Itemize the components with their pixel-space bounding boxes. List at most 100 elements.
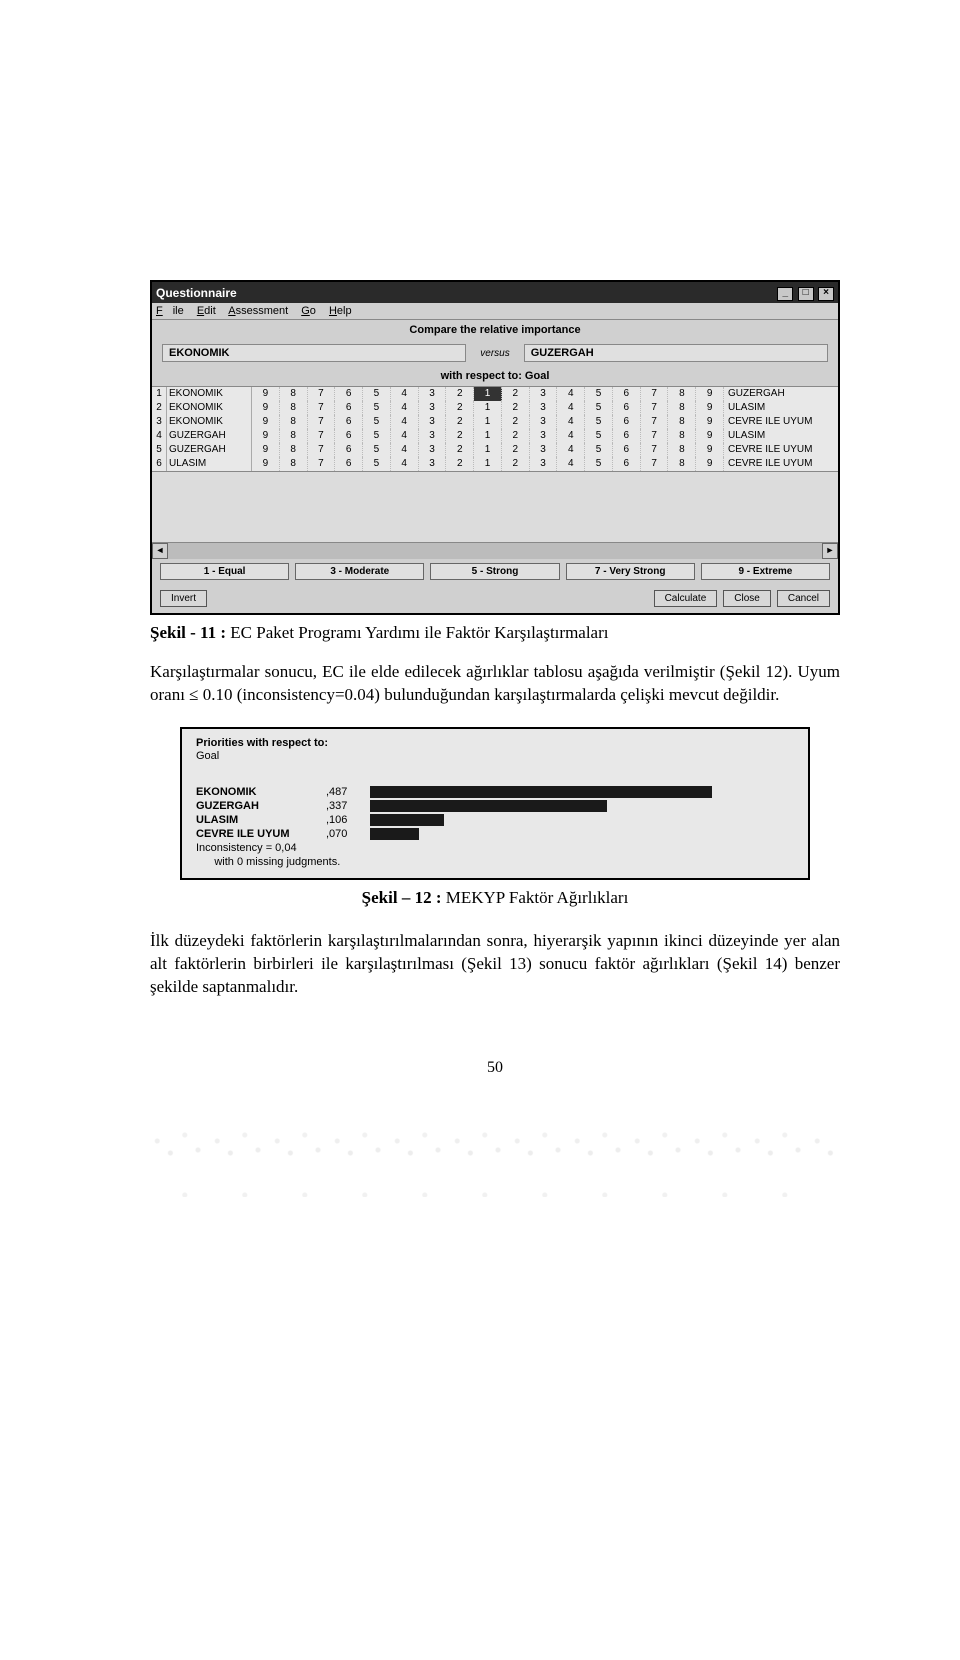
scale-cell[interactable]: 9 [252,415,280,429]
scale-cell[interactable]: 6 [613,401,641,415]
scale-cell[interactable]: 4 [391,401,419,415]
scale-cell[interactable]: 2 [446,401,474,415]
scroll-left-icon[interactable]: ◄ [152,543,168,559]
minimize-icon[interactable]: _ [777,287,793,301]
scale-cell[interactable]: 7 [641,401,669,415]
scroll-right-icon[interactable]: ► [822,543,838,559]
scale-cell[interactable]: 6 [335,429,363,443]
scale-cell[interactable]: 4 [557,387,585,401]
scale-cell[interactable]: 4 [557,429,585,443]
scale-cell[interactable]: 9 [696,401,724,415]
scale-cell[interactable]: 5 [363,387,391,401]
scale-cell[interactable]: 8 [668,457,696,471]
menu-go[interactable]: Go [301,305,316,317]
menu-help[interactable]: Help [329,305,352,317]
maximize-icon[interactable]: □ [798,287,814,301]
scroll-track[interactable] [168,543,822,559]
scale-cell[interactable]: 3 [419,429,447,443]
scale-cell[interactable]: 6 [335,415,363,429]
scale-cell[interactable]: 9 [252,443,280,457]
scale-cell[interactable]: 3 [530,457,558,471]
scale-cell[interactable]: 5 [585,415,613,429]
scale-cell[interactable]: 3 [530,401,558,415]
scale-cell[interactable]: 5 [363,415,391,429]
scale-cell[interactable]: 8 [280,457,308,471]
scale-cell[interactable]: 6 [335,401,363,415]
cancel-button[interactable]: Cancel [777,590,830,607]
scale-cell[interactable]: 4 [391,415,419,429]
scale-cell[interactable]: 7 [641,387,669,401]
scale-cell[interactable]: 7 [641,415,669,429]
scale-cell[interactable]: 7 [308,429,336,443]
scale-cell[interactable]: 3 [530,429,558,443]
scale-cell[interactable]: 9 [696,457,724,471]
scale-cell[interactable]: 5 [585,401,613,415]
menu-file[interactable]: File [156,305,184,317]
menu-assessment[interactable]: Assessment [228,305,288,317]
scale-cell[interactable]: 3 [530,443,558,457]
scale-cell[interactable]: 1 [474,443,502,457]
scale-cell[interactable]: 8 [668,387,696,401]
scale-cell[interactable]: 7 [308,401,336,415]
scale-cell[interactable]: 4 [557,415,585,429]
scale-cell[interactable]: 5 [585,443,613,457]
scale-cell[interactable]: 4 [557,401,585,415]
scale-cell[interactable]: 2 [446,387,474,401]
scale-cell[interactable]: 3 [530,415,558,429]
scale-cell[interactable]: 9 [696,387,724,401]
scale-cell[interactable]: 4 [557,457,585,471]
scale-cell[interactable]: 3 [419,415,447,429]
scale-cell[interactable]: 2 [446,429,474,443]
scale-cell[interactable]: 7 [308,387,336,401]
scale-cell[interactable]: 8 [668,415,696,429]
scale-cell[interactable]: 3 [419,443,447,457]
scale-cell[interactable]: 2 [446,415,474,429]
scale-cell[interactable]: 5 [585,387,613,401]
scale-cell[interactable]: 3 [419,401,447,415]
scale-cell[interactable]: 8 [280,415,308,429]
close-button[interactable]: Close [723,590,771,607]
scale-cell[interactable]: 8 [280,387,308,401]
scale-cell[interactable]: 1 [474,387,502,401]
scale-cell[interactable]: 9 [696,415,724,429]
menu-edit[interactable]: Edit [197,305,216,317]
scale-cell[interactable]: 9 [252,401,280,415]
scale-cell[interactable]: 6 [335,443,363,457]
h-scrollbar[interactable]: ◄ ► [152,542,838,559]
scale-cell[interactable]: 8 [668,443,696,457]
scale-cell[interactable]: 7 [641,429,669,443]
scale-cell[interactable]: 7 [641,457,669,471]
scale-cell[interactable]: 4 [391,443,419,457]
scale-cell[interactable]: 6 [613,415,641,429]
scale-cell[interactable]: 7 [641,443,669,457]
scale-cell[interactable]: 6 [613,457,641,471]
scale-cell[interactable]: 5 [585,429,613,443]
scale-cell[interactable]: 6 [613,443,641,457]
scale-cell[interactable]: 4 [391,457,419,471]
scale-cell[interactable]: 9 [696,443,724,457]
scale-cell[interactable]: 5 [363,443,391,457]
scale-cell[interactable]: 5 [363,429,391,443]
scale-cell[interactable]: 3 [419,457,447,471]
scale-cell[interactable]: 2 [502,443,530,457]
right-factor-field[interactable]: GUZERGAH [524,344,828,362]
scale-cell[interactable]: 6 [335,457,363,471]
left-factor-field[interactable]: EKONOMIK [162,344,466,362]
scale-cell[interactable]: 8 [280,429,308,443]
scale-cell[interactable]: 2 [502,457,530,471]
scale-cell[interactable]: 1 [474,415,502,429]
scale-cell[interactable]: 1 [474,401,502,415]
scale-cell[interactable]: 6 [613,387,641,401]
scale-cell[interactable]: 8 [280,443,308,457]
scale-cell[interactable]: 2 [446,443,474,457]
scale-cell[interactable]: 4 [391,429,419,443]
close-icon[interactable]: × [818,287,834,301]
scale-cell[interactable]: 6 [335,387,363,401]
scale-cell[interactable]: 2 [446,457,474,471]
scale-cell[interactable]: 6 [613,429,641,443]
scale-cell[interactable]: 2 [502,401,530,415]
scale-cell[interactable]: 1 [474,429,502,443]
scale-cell[interactable]: 7 [308,415,336,429]
scale-cell[interactable]: 5 [363,401,391,415]
scale-cell[interactable]: 9 [696,429,724,443]
